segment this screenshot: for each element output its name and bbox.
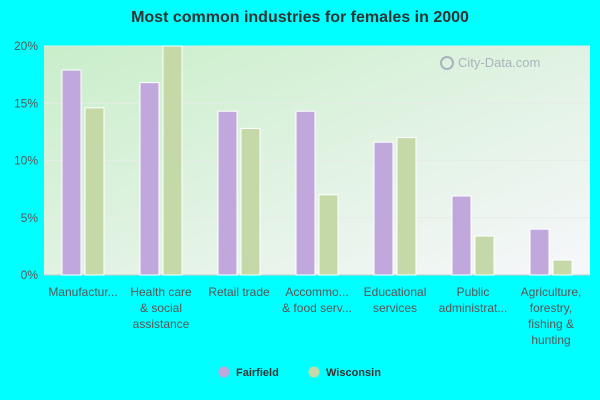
legend-label: Fairfield (236, 367, 279, 379)
legend-swatch (218, 366, 230, 378)
bar-fairfield[interactable] (139, 82, 160, 276)
y-tick-label: 20% (14, 39, 38, 53)
bar-wisconsin[interactable] (162, 45, 183, 276)
bar-fairfield[interactable] (451, 195, 472, 276)
bar-wisconsin[interactable] (84, 107, 105, 276)
x-tick-label: Accommo... & food serv... (282, 285, 352, 315)
bar-fairfield[interactable] (61, 69, 82, 276)
magnifier-icon (440, 56, 454, 70)
y-tick-label: 10% (14, 154, 38, 168)
bar-fairfield[interactable] (529, 228, 550, 276)
y-tick-label: 5% (21, 211, 39, 225)
bar-wisconsin[interactable] (552, 259, 573, 276)
bar-fairfield[interactable] (217, 110, 238, 276)
bar-wisconsin[interactable] (318, 194, 339, 276)
watermark-text: City-Data.com (458, 55, 540, 70)
x-tick-label: Retail trade (208, 285, 270, 299)
x-tick-label: Educational services (364, 285, 427, 315)
x-tick-label: Public administrat... (439, 285, 508, 315)
x-tick-label: Manufactur... (48, 285, 117, 299)
bar-fairfield[interactable] (295, 110, 316, 276)
bar-wisconsin[interactable] (240, 127, 261, 276)
bar-wisconsin[interactable] (474, 235, 495, 276)
y-tick-label: 0% (21, 268, 39, 282)
x-tick-label: Agriculture, forestry, fishing & hunting (521, 285, 582, 347)
bar-wisconsin[interactable] (396, 137, 417, 276)
legend-swatch (308, 366, 320, 378)
x-tick-label: Health care & social assistance (130, 285, 192, 331)
chart-title: Most common industries for females in 20… (131, 9, 469, 26)
watermark: City-Data.com (440, 55, 540, 70)
legend-label: Wisconsin (326, 367, 381, 379)
y-tick-label: 15% (14, 96, 38, 110)
bar-fairfield[interactable] (373, 141, 394, 276)
